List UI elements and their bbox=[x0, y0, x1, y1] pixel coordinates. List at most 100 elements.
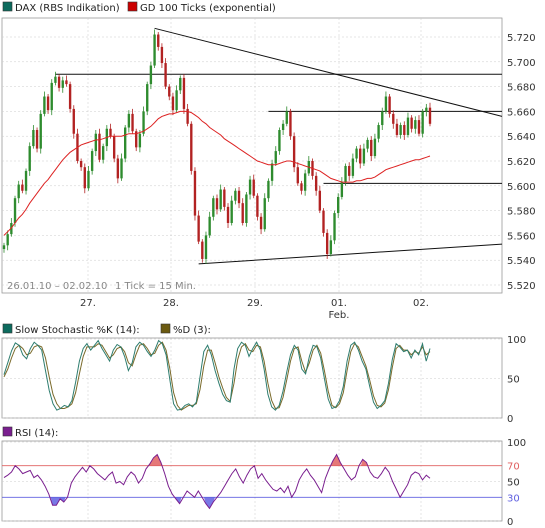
rsi-ytick-label: 50 bbox=[507, 478, 520, 489]
candle-up bbox=[362, 148, 366, 164]
legend-dax-label: DAX (RBS Indikation) bbox=[15, 3, 120, 14]
candle-up bbox=[50, 82, 53, 111]
candle-up bbox=[179, 77, 182, 91]
candle-up bbox=[32, 130, 35, 147]
candle-up bbox=[406, 117, 410, 135]
candle-up bbox=[351, 158, 355, 176]
trendline bbox=[154, 27, 503, 117]
candle-down bbox=[256, 195, 259, 217]
candle-up bbox=[248, 179, 252, 195]
candle-up bbox=[175, 90, 178, 111]
legend-swatch-gd bbox=[127, 1, 138, 12]
price-panel-frame bbox=[1, 17, 503, 294]
candle-down bbox=[392, 113, 395, 124]
candle-up bbox=[28, 146, 31, 171]
candle-up bbox=[333, 213, 336, 241]
price-x-axis: 27. 28. 29. 01. 02. Feb. bbox=[80, 298, 429, 321]
candle-up bbox=[13, 198, 17, 223]
candle-down bbox=[131, 113, 134, 132]
price-y-axis: 5.720 5.700 5.680 5.660 5.640 5.620 5.600 5.580… bbox=[507, 33, 536, 292]
rsi-overbought-fill bbox=[331, 454, 343, 466]
candle-up bbox=[425, 107, 428, 112]
price-ytick-label: 5.580 bbox=[507, 207, 536, 218]
candle-down bbox=[318, 190, 322, 211]
price-xtick-label: 29. bbox=[247, 298, 263, 309]
stoch-ytick-label: 100 bbox=[507, 335, 526, 346]
candle-down bbox=[223, 189, 226, 207]
price-legend: DAX (RBS Indikation) GD 100 Ticks (expon… bbox=[2, 1, 276, 14]
candle-up bbox=[17, 184, 20, 199]
price-xtick-label: 28. bbox=[163, 298, 179, 309]
legend-gd-label: GD 100 Ticks (exponential) bbox=[140, 3, 276, 14]
price-ytick-label: 5.520 bbox=[507, 281, 536, 292]
candle-up bbox=[373, 138, 377, 157]
stoch-ytick-label: 0 bbox=[507, 414, 513, 425]
legend-swatch-dax bbox=[2, 1, 13, 12]
candle-up bbox=[146, 84, 149, 112]
candle-up bbox=[344, 165, 347, 183]
legend-stoch-d-label: %D (3): bbox=[173, 325, 211, 336]
rsi-y-axis: 100 70 50 30 0 bbox=[507, 438, 526, 528]
stoch-y-axis: 100 50 0 bbox=[507, 335, 526, 425]
price-xtick-label: 01. bbox=[331, 298, 347, 309]
candle-up bbox=[94, 133, 97, 152]
price-xtick-label: 27. bbox=[80, 298, 96, 309]
candle-up bbox=[2, 245, 6, 250]
candle-up bbox=[377, 125, 380, 139]
candle-up bbox=[355, 148, 358, 159]
price-ytick-label: 5.540 bbox=[507, 256, 536, 267]
candle-up bbox=[149, 65, 153, 85]
candle-up bbox=[381, 111, 384, 126]
candle-up bbox=[414, 120, 417, 129]
candle-down bbox=[403, 125, 406, 135]
candle-down bbox=[116, 158, 120, 179]
legend-swatch-stoch-d bbox=[160, 323, 171, 334]
price-grid bbox=[2, 18, 502, 293]
candle-up bbox=[90, 151, 94, 171]
price-ytick-label: 5.660 bbox=[507, 107, 536, 118]
candle-down bbox=[109, 128, 112, 137]
candle-down bbox=[259, 216, 263, 230]
legend-stoch-k-label: Slow Stochastic %K (14): bbox=[15, 325, 140, 336]
candle-down bbox=[370, 139, 373, 157]
price-xtick-label: 02. bbox=[413, 298, 429, 309]
candle-up bbox=[208, 216, 211, 236]
rsi-line bbox=[3, 453, 431, 510]
gd100-line bbox=[3, 110, 431, 236]
candle-down bbox=[186, 108, 189, 124]
candle-down bbox=[296, 167, 299, 184]
candle-up bbox=[278, 130, 281, 152]
candle-up bbox=[274, 151, 277, 164]
candle-down bbox=[388, 96, 391, 114]
candle-down bbox=[182, 77, 186, 109]
legend-swatch-rsi bbox=[2, 426, 13, 437]
candle-down bbox=[410, 117, 413, 129]
candle-up bbox=[54, 76, 57, 83]
candle-down bbox=[226, 206, 230, 223]
candle-down bbox=[428, 107, 432, 124]
candle-up bbox=[142, 111, 145, 134]
rsi-oversold-fill bbox=[203, 497, 216, 509]
candle-down bbox=[68, 84, 72, 109]
price-ytick-label: 5.560 bbox=[507, 231, 536, 242]
candle-up bbox=[138, 133, 142, 148]
candle-down bbox=[190, 123, 193, 171]
rsi-ytick-label: 70 bbox=[507, 462, 520, 473]
candle-down bbox=[21, 184, 24, 191]
candle-up bbox=[87, 170, 90, 189]
candle-up bbox=[153, 34, 156, 66]
interval-text: 1 Tick = 15 Min. bbox=[115, 281, 196, 292]
candle-down bbox=[98, 133, 101, 160]
price-ytick-label: 5.640 bbox=[507, 132, 536, 143]
candle-up bbox=[120, 158, 123, 179]
candle-down bbox=[252, 179, 255, 196]
candle-up bbox=[281, 123, 285, 130]
candle-up bbox=[212, 198, 215, 217]
price-ytick-label: 5.680 bbox=[507, 83, 536, 94]
candle-down bbox=[72, 108, 75, 134]
candle-down bbox=[237, 190, 241, 204]
candle-up bbox=[124, 127, 127, 159]
candle-down bbox=[79, 161, 83, 168]
rsi-grid bbox=[2, 441, 502, 522]
candle-up bbox=[337, 196, 340, 214]
